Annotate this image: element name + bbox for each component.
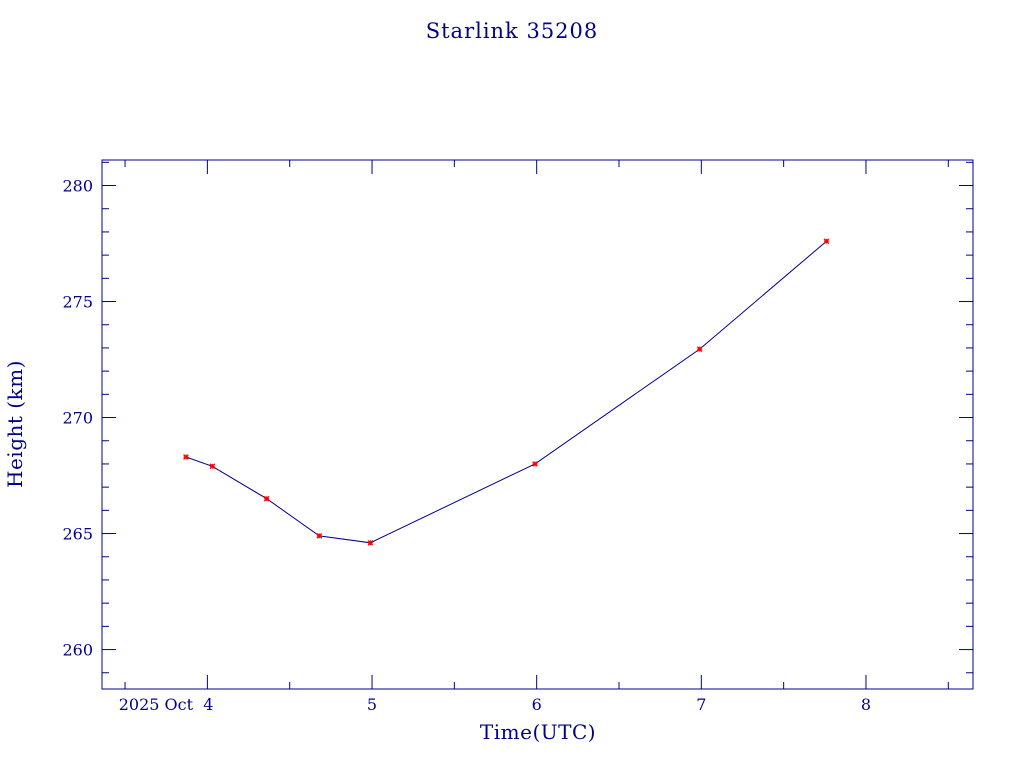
- series-points: [183, 238, 830, 546]
- x-tick-label: 5: [367, 695, 377, 714]
- x-tick-labels: 2025 Oct 4 5 6 7 8: [119, 695, 871, 714]
- y-tick-label: 260: [62, 641, 93, 660]
- data-point: [316, 533, 323, 539]
- y-tick-label: 275: [62, 293, 93, 312]
- chart-title: Starlink 35208: [426, 19, 599, 43]
- plot-frame: [101, 159, 974, 690]
- series-lines: [185, 240, 827, 544]
- data-point: [209, 463, 216, 470]
- data-point: [183, 454, 189, 460]
- data-point: [367, 539, 374, 546]
- x-tick-label: 6: [532, 695, 542, 714]
- y-tick-label: 270: [62, 409, 93, 428]
- data-point: [263, 495, 270, 502]
- series-line: [185, 240, 827, 544]
- y-tick-labels: 260 265 270 275 280: [62, 177, 93, 660]
- y-axis-label: Height (km): [3, 360, 27, 488]
- y-tick-label: 265: [62, 525, 93, 544]
- y-tick-label: 280: [62, 177, 93, 196]
- x-axis-label: Time(UTC): [480, 720, 596, 744]
- x-tick-label: 7: [696, 695, 706, 714]
- tick-marks: [102, 160, 973, 689]
- data-point: [823, 238, 830, 245]
- x-tick-label: 2025 Oct 4: [119, 695, 214, 714]
- data-point: [532, 461, 538, 467]
- data-point: [696, 346, 703, 352]
- x-tick-label: 8: [861, 695, 871, 714]
